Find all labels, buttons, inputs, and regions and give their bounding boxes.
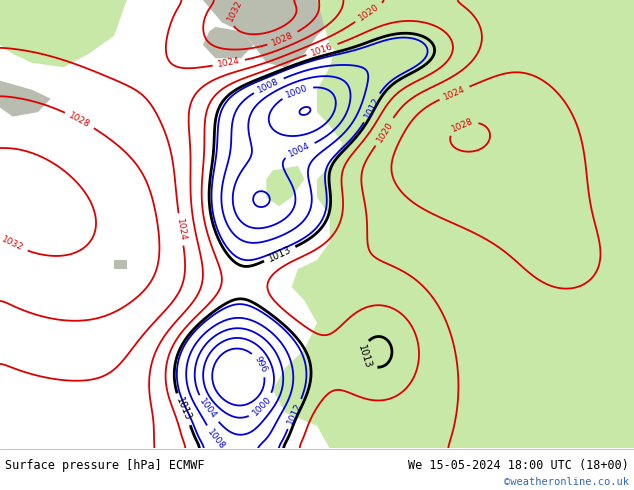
- Polygon shape: [266, 166, 304, 206]
- Text: 1028: 1028: [450, 116, 475, 134]
- Text: 1032: 1032: [1, 235, 25, 253]
- Text: 1016: 1016: [309, 42, 334, 57]
- Text: 1012: 1012: [285, 402, 303, 426]
- Polygon shape: [317, 0, 393, 67]
- Text: 1012: 1012: [363, 96, 381, 120]
- Polygon shape: [203, 0, 336, 67]
- Text: 996: 996: [252, 355, 269, 374]
- Text: 1013: 1013: [174, 396, 193, 422]
- Text: 1008: 1008: [205, 427, 227, 451]
- Text: Surface pressure [hPa] ECMWF: Surface pressure [hPa] ECMWF: [5, 459, 205, 471]
- Polygon shape: [273, 0, 634, 448]
- Text: ©weatheronline.co.uk: ©weatheronline.co.uk: [504, 477, 629, 487]
- Polygon shape: [203, 27, 254, 58]
- Text: 1004: 1004: [287, 141, 312, 159]
- Text: 1028: 1028: [67, 111, 92, 129]
- Text: 1020: 1020: [357, 2, 380, 23]
- Polygon shape: [0, 0, 127, 67]
- Text: 1020: 1020: [375, 120, 394, 144]
- Text: 1008: 1008: [256, 76, 281, 94]
- Text: We 15-05-2024 18:00 UTC (18+00): We 15-05-2024 18:00 UTC (18+00): [408, 459, 629, 471]
- Polygon shape: [114, 260, 127, 269]
- Text: 1024: 1024: [217, 56, 241, 69]
- Text: 1028: 1028: [271, 30, 295, 48]
- Text: 1013: 1013: [356, 343, 373, 370]
- Text: 1004: 1004: [198, 397, 219, 421]
- Text: 1000: 1000: [285, 83, 309, 99]
- Text: 1000: 1000: [251, 395, 273, 418]
- Polygon shape: [0, 81, 51, 117]
- Text: 1013: 1013: [266, 244, 293, 264]
- Text: 1024: 1024: [443, 84, 467, 101]
- Text: 1024: 1024: [175, 218, 187, 242]
- Text: 1032: 1032: [226, 0, 245, 23]
